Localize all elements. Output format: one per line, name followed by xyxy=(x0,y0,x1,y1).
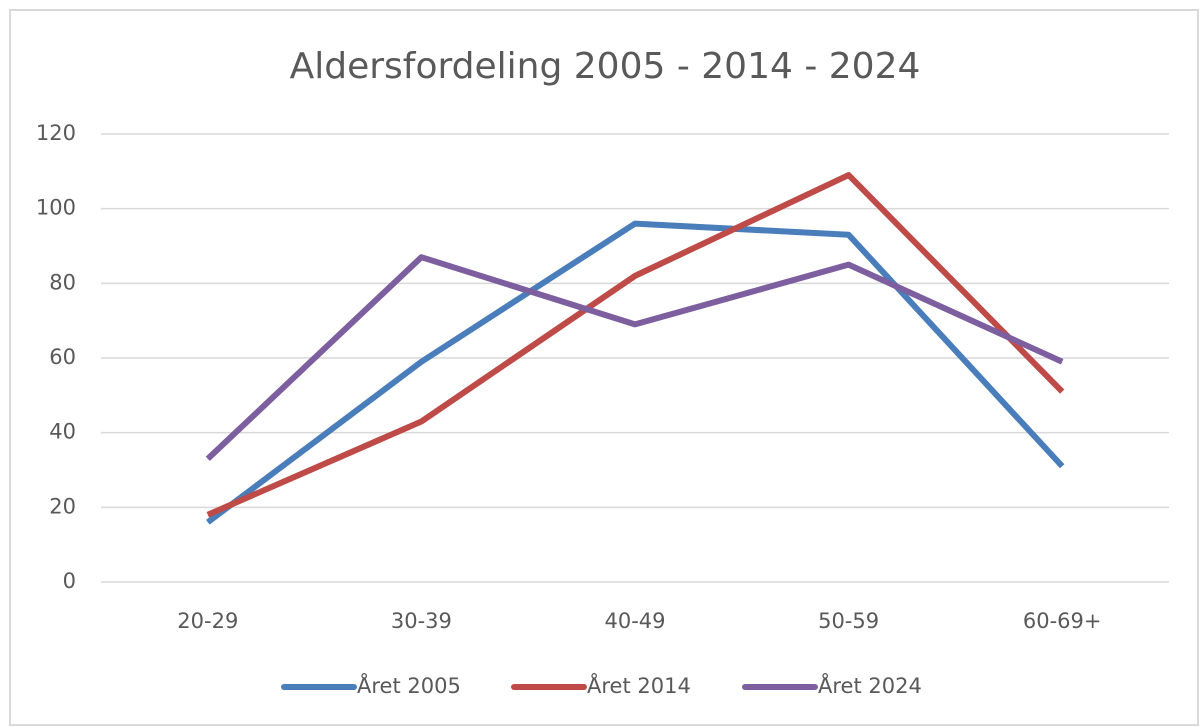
y-tick-label: 80 xyxy=(49,270,76,294)
series-line xyxy=(206,172,1065,518)
x-tick-label: 30-39 xyxy=(391,609,452,633)
legend-label: Året 2024 xyxy=(818,672,922,698)
chart-frame xyxy=(9,9,1199,726)
x-tick-label: 40-49 xyxy=(604,609,665,633)
y-tick-label: 60 xyxy=(49,345,76,369)
x-tick-label: 50-59 xyxy=(818,609,879,633)
y-tick-label: 20 xyxy=(49,494,76,518)
series-line xyxy=(205,220,1065,525)
legend-label: Året 2005 xyxy=(357,672,461,698)
y-tick-label: 40 xyxy=(49,420,76,444)
x-tick-label: 20-29 xyxy=(177,609,238,633)
y-tick-label: 0 xyxy=(63,569,76,593)
series-line xyxy=(205,254,1064,461)
y-tick-label: 100 xyxy=(36,196,76,220)
x-tick-label: 60-69+ xyxy=(1023,609,1102,633)
legend-label: Året 2014 xyxy=(587,672,691,698)
chart-title: Aldersfordeling 2005 - 2014 - 2024 xyxy=(290,46,921,87)
y-tick-label: 120 xyxy=(36,121,76,145)
